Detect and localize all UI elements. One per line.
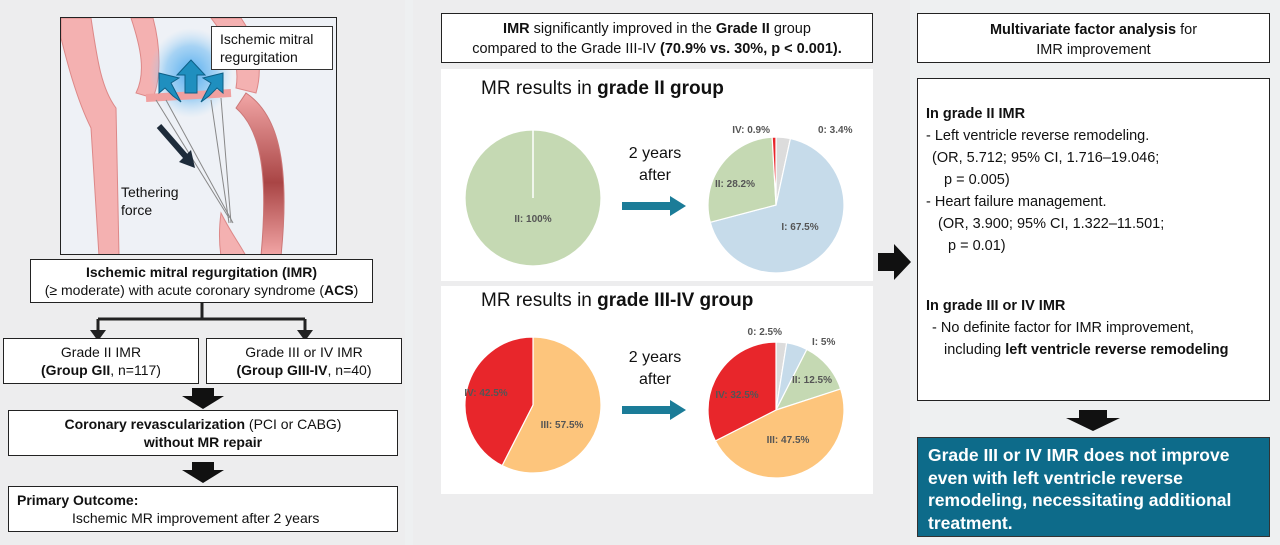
pie-3-slice-1 bbox=[501, 336, 602, 474]
imr-title: Ischemic mitral regurgitation (IMR) bbox=[85, 264, 318, 280]
arrow-text-2: 2 years after bbox=[628, 349, 682, 388]
g2-title: In grade II IMR bbox=[926, 106, 1026, 122]
tethering-label: Tethering force bbox=[121, 184, 179, 218]
arrow-text-1: 2 years after bbox=[628, 145, 682, 184]
left-panel: Ischemic mitral regurgitation Tethering … bbox=[0, 0, 405, 545]
pie-4-slice-4 bbox=[714, 388, 845, 479]
primary-outcome-box: Primary Outcome: Ischemic MR improvement… bbox=[8, 486, 398, 532]
pie-4-label-1: 0: 2.5% bbox=[748, 327, 783, 338]
group-gii-box: Grade II IMR (Group GII, n=117) bbox=[3, 338, 199, 384]
headline-box: IMR significantly improved in the Grade … bbox=[441, 13, 873, 63]
imr-box: Ischemic mitral regurgitation (IMR) (≥ m… bbox=[30, 259, 373, 303]
g2-item-3: p = 0.005) bbox=[944, 172, 1010, 188]
black-arrow-right bbox=[878, 244, 911, 280]
group-giii-iv-box: Grade III or IV IMR (Group GIII-IV, n=40… bbox=[206, 338, 402, 384]
conclusion-box: Grade III or IV IMR does not improve eve… bbox=[917, 437, 1270, 537]
down-arrow-2 bbox=[182, 462, 224, 483]
g34-line-2: including left ventricle reverse remodel… bbox=[944, 342, 1229, 358]
section2-title: MR results in grade III-IV group bbox=[481, 290, 754, 311]
headline-line1: IMR significantly improved in the Grade … bbox=[503, 21, 811, 37]
revasc-line2: without MR repair bbox=[143, 434, 263, 450]
pie-4-slice-5 bbox=[707, 341, 777, 442]
pie-2-slice-2 bbox=[709, 137, 845, 274]
g2-item-4: - Heart failure management. bbox=[926, 194, 1107, 210]
pie-3-slice-2 bbox=[464, 336, 534, 467]
pie-2-label-2: I: 67.5% bbox=[781, 222, 818, 233]
pie-4-label-3: II: 12.5% bbox=[792, 375, 832, 386]
group-gii-title: Grade II IMR bbox=[60, 344, 142, 360]
g2-item-1: - Left ventricle reverse remodeling. bbox=[926, 128, 1150, 144]
revascularization-box: Coronary revascularization (PCI or CABG)… bbox=[8, 410, 398, 456]
outcome-text: Ischemic MR improvement after 2 years bbox=[72, 510, 320, 526]
down-arrow-3 bbox=[1066, 410, 1120, 431]
factor-analysis-box: In grade II IMR - Left ventricle reverse… bbox=[917, 78, 1270, 401]
section1-title: MR results in grade II group bbox=[481, 78, 724, 99]
pie-2-label-4: IV: 0.9% bbox=[732, 125, 770, 136]
imr-subtitle: (≥ moderate) with acute coronary syndrom… bbox=[44, 282, 359, 298]
pie-4-label-4: III: 47.5% bbox=[767, 435, 810, 446]
factor-header-line2: IMR improvement bbox=[1036, 42, 1151, 58]
g34-title: In grade III or IV IMR bbox=[926, 298, 1066, 314]
pie-2-slice-4 bbox=[771, 136, 777, 206]
headline-line2: compared to the Grade III-IV (70.9% vs. … bbox=[472, 41, 842, 57]
pie-4-label-2: I: 5% bbox=[812, 337, 835, 348]
pie-2-label-1: 0: 3.4% bbox=[818, 125, 853, 136]
group-gii-sub: (Group GII, n=117) bbox=[41, 362, 161, 378]
teal-arrow-1 bbox=[622, 196, 686, 216]
pie-2-label-3: II: 28.2% bbox=[715, 179, 755, 190]
down-arrow-1 bbox=[182, 388, 224, 409]
pie-3-label-1: III: 57.5% bbox=[541, 420, 584, 431]
branch-connector bbox=[90, 303, 313, 341]
teal-arrow-2 bbox=[622, 400, 686, 420]
g2-item-6: p = 0.01) bbox=[948, 238, 1006, 254]
group-giii-iv-title: Grade III or IV IMR bbox=[245, 344, 363, 360]
pie-3-label-2: IV: 42.5% bbox=[464, 388, 507, 399]
g34-line-1: - No definite factor for IMR improvement… bbox=[932, 320, 1194, 336]
pie-1-label-1: II: 100% bbox=[514, 214, 551, 225]
callout-box: Ischemic mitral regurgitation bbox=[211, 26, 333, 70]
pie-4-label-5: IV: 32.5% bbox=[715, 390, 758, 401]
g2-item-5: (OR, 3.900; 95% CI, 1.322–11.501; bbox=[938, 216, 1165, 232]
outcome-title: Primary Outcome: bbox=[17, 492, 139, 508]
factor-header-line1: Multivariate factor analysis for bbox=[989, 22, 1198, 38]
g2-item-2: (OR, 5.712; 95% CI, 1.716–19.046; bbox=[932, 150, 1160, 166]
factor-header-box: Multivariate factor analysis for IMR imp… bbox=[917, 13, 1270, 63]
callout-label: Ischemic mitral regurgitation bbox=[220, 31, 314, 65]
group-giii-iv-sub: (Group GIII-IV, n=40) bbox=[236, 362, 372, 378]
revasc-line1: Coronary revascularization (PCI or CABG) bbox=[64, 416, 342, 432]
pie-2-slice-3 bbox=[707, 136, 777, 224]
heart-illustration: Ischemic mitral regurgitation Tethering … bbox=[60, 17, 337, 255]
